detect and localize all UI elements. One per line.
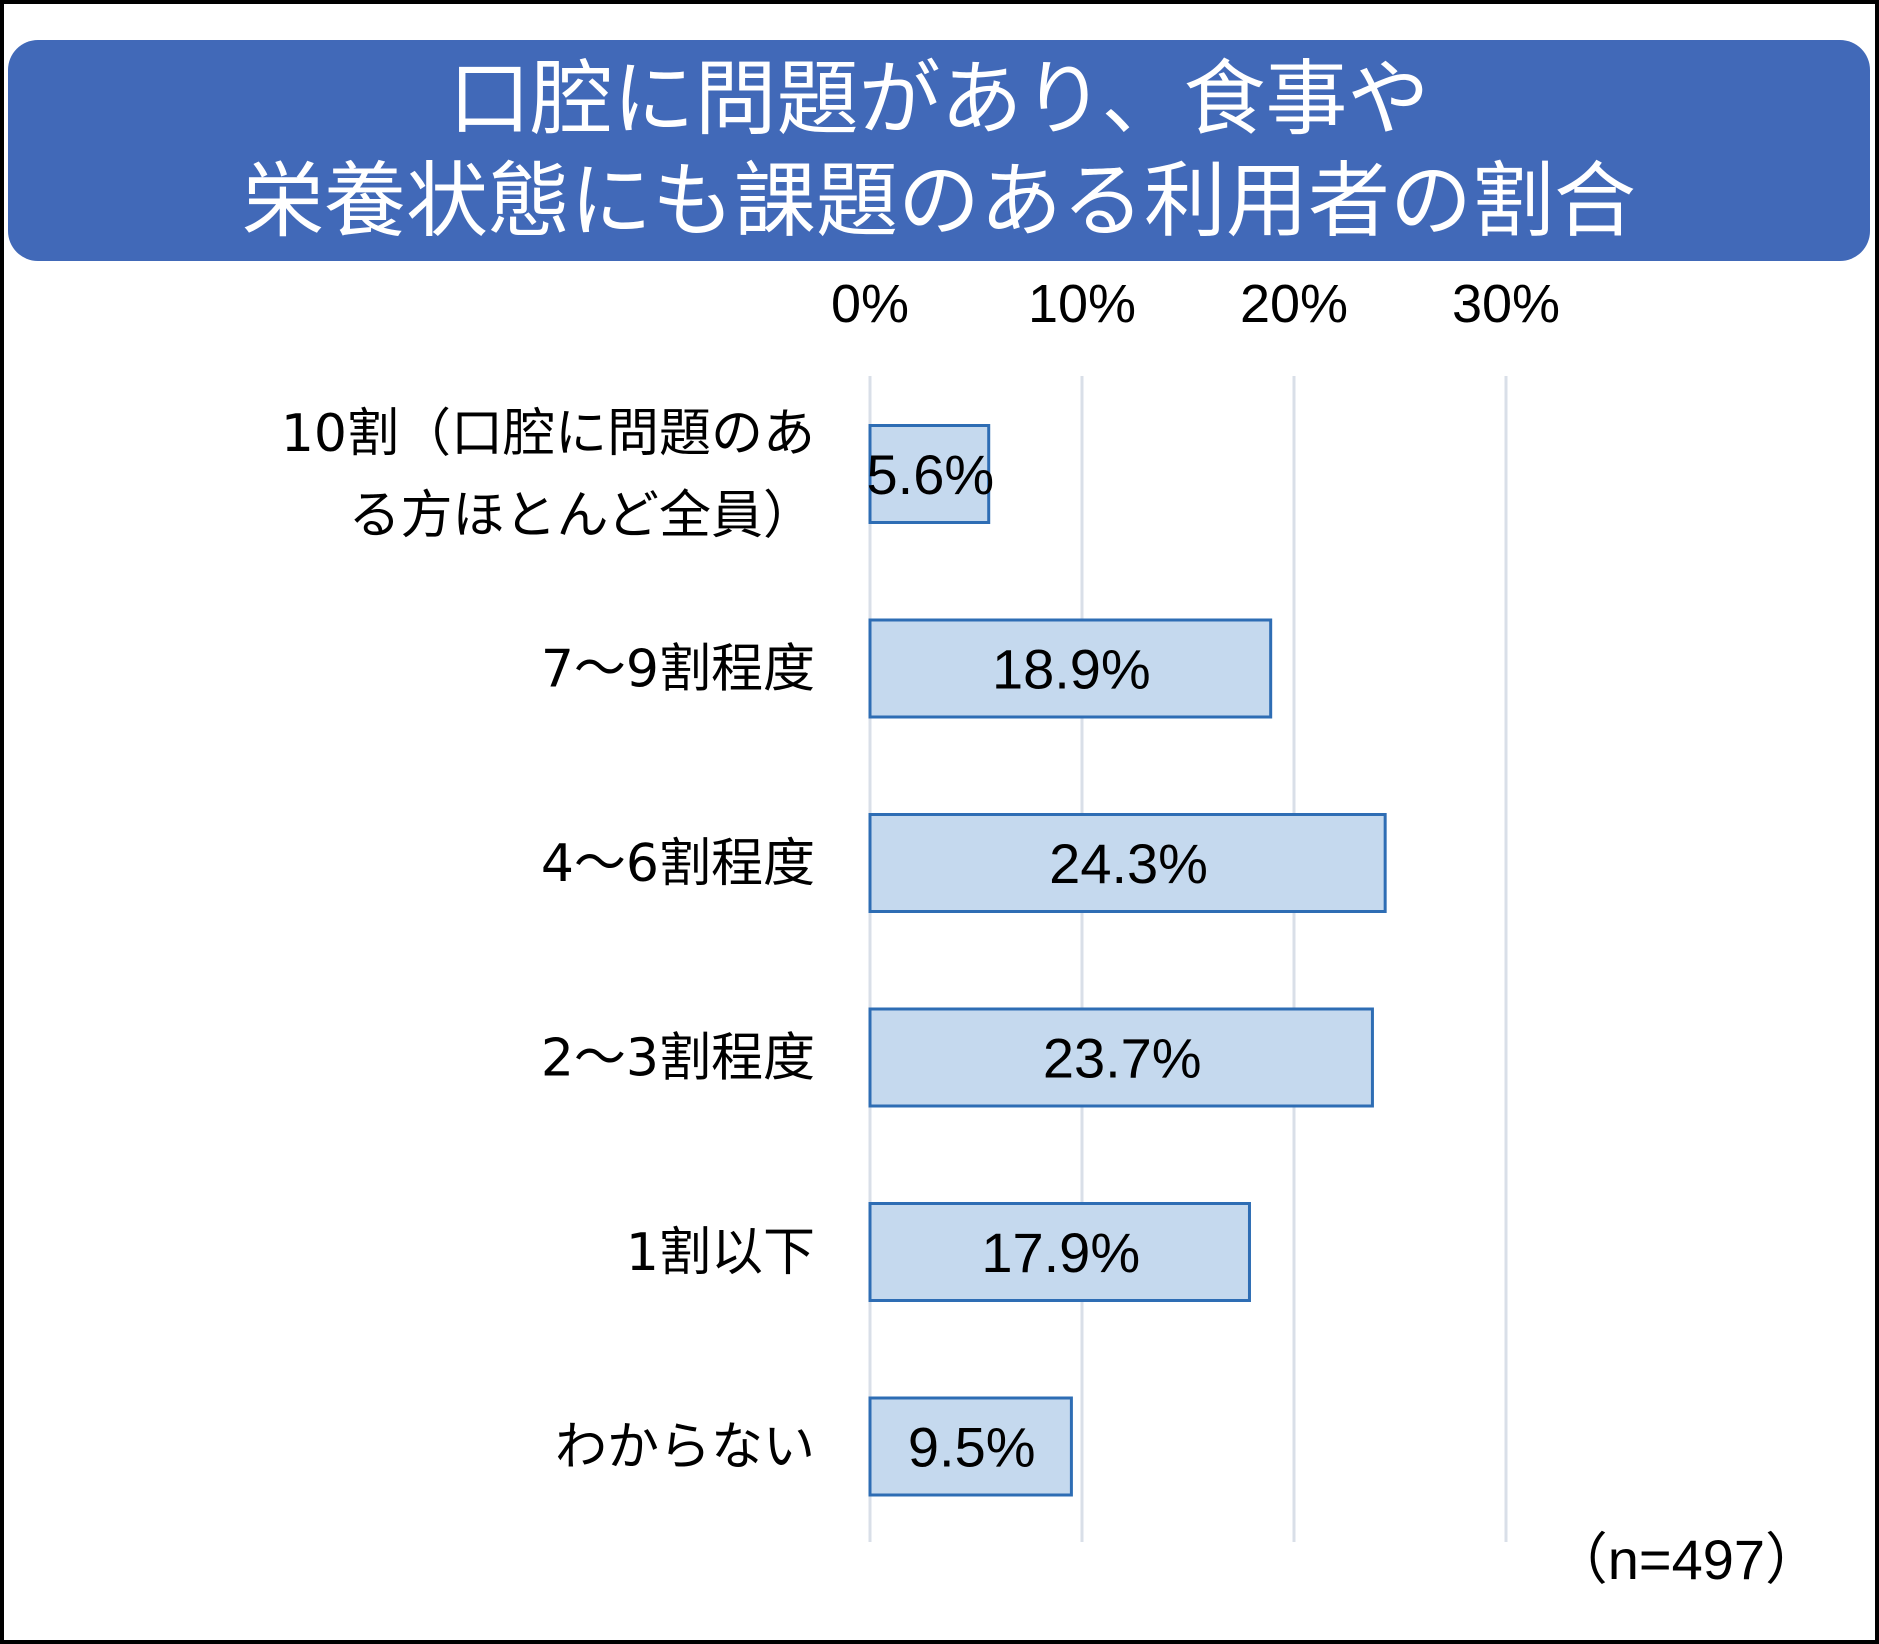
value-labels: 5.6% 18.9% 24.3% 23.7% 17.9% 9.5% — [867, 443, 1208, 1479]
x-tick-label: 20% — [1240, 274, 1348, 334]
title-banner: 口腔に問題があり、食事や 栄養状態にも課題のある利用者の割合 — [8, 40, 1870, 261]
bar-value-label: 5.6% — [867, 443, 995, 506]
bar-value-label: 17.9% — [981, 1221, 1140, 1284]
category-label-line: る方ほとんど全員） — [349, 486, 815, 546]
bar — [868, 1202, 1251, 1302]
category-label-line: 7～9割程度 — [541, 640, 815, 700]
category-label-line: 2～3割程度 — [541, 1029, 815, 1089]
x-axis-ticks: 0% 10% 20% 30% — [831, 274, 1560, 334]
bar — [868, 618, 1273, 719]
bar-value-label: 24.3% — [1049, 832, 1208, 895]
chart-title-line-1: 口腔に問題があり、食事や — [448, 51, 1430, 147]
category-label: 4～6割程度 — [541, 834, 815, 894]
bar — [868, 1396, 1073, 1497]
bars — [868, 424, 1387, 1497]
bar — [868, 424, 991, 524]
category-label: 7～9割程度 — [541, 640, 815, 700]
bar — [868, 813, 1387, 913]
bar-value-label: 9.5% — [908, 1416, 1036, 1479]
x-tick-label: 10% — [1028, 274, 1136, 334]
bar-value-label: 23.7% — [1043, 1027, 1202, 1090]
category-labels: 10割（口腔に問題のある方ほとんど全員） 7～9割程度 4～6割程度 2～3割程度 1割… — [281, 404, 815, 1478]
x-tick-label: 0% — [831, 274, 909, 334]
category-label: 1割以下 — [626, 1223, 815, 1283]
category-label-line: 1割以下 — [626, 1223, 815, 1283]
x-tick-label: 30% — [1452, 274, 1560, 334]
category-label-line: 4～6割程度 — [541, 834, 815, 894]
bar-value-label: 18.9% — [992, 638, 1151, 701]
category-label: わからない — [555, 1418, 815, 1478]
chart-title-line-2: 栄養状態にも課題のある利用者の割合 — [241, 153, 1636, 249]
category-label: 2～3割程度 — [541, 1029, 815, 1089]
bar — [868, 1007, 1374, 1108]
sample-size-note: （n=497） — [1551, 1528, 1821, 1591]
gridlines — [868, 376, 1508, 1542]
category-label-line: わからない — [555, 1418, 815, 1478]
category-label: 10割（口腔に問題のある方ほとんど全員） — [281, 404, 815, 546]
category-label-line: 10割（口腔に問題のあ — [281, 404, 815, 464]
